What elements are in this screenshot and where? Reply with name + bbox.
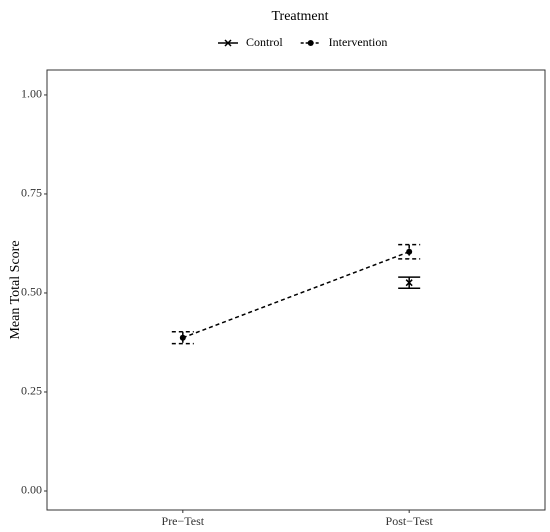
y-tick-label: 0.50 <box>21 285 42 299</box>
legend-title: Treatment <box>271 9 328 24</box>
y-axis-label: Mean Total Score <box>8 240 23 339</box>
legend-label: Control <box>246 35 283 49</box>
point <box>307 40 314 46</box>
x-tick-label: Pre−Test <box>162 514 205 528</box>
y-tick-label: 1.00 <box>21 87 42 101</box>
y-tick-label: 0.75 <box>21 186 42 200</box>
x-tick-label: Post−Test <box>386 514 434 528</box>
panel-border <box>46 69 546 511</box>
point <box>224 39 232 47</box>
point <box>405 279 413 287</box>
y-tick-label: 0.00 <box>21 483 42 497</box>
point <box>179 334 186 341</box>
y-tick-label: 0.25 <box>21 384 42 398</box>
error-bar <box>171 331 194 345</box>
point <box>406 248 413 255</box>
legend-label: Intervention <box>329 35 388 49</box>
series-line <box>182 251 410 339</box>
